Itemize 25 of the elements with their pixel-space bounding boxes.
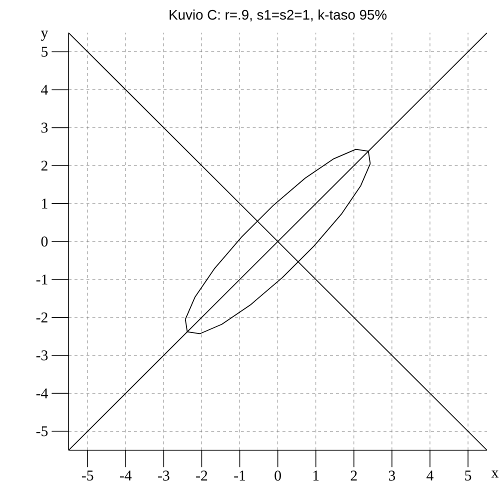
x-tick-label: 4 (426, 470, 434, 480)
y-tick-label: -2 (36, 312, 48, 322)
x-axis-title: x (491, 470, 499, 478)
y-tick-label: 4 (41, 84, 48, 95)
y-tick-label: 3 (41, 122, 48, 133)
y-tick-label: 2 (41, 160, 48, 171)
x-tick-label: -5 (82, 470, 94, 481)
x-tick-label: 3 (388, 470, 396, 481)
x-tick-label: 5 (465, 470, 472, 481)
x-tick-label: -1 (234, 470, 246, 480)
y-tick-label: -5 (36, 426, 48, 436)
x-tick-label: 0 (274, 470, 281, 481)
x-tick-label: -4 (120, 470, 132, 480)
x-tick-label: -3 (158, 470, 170, 481)
x-tick-label: -2 (196, 470, 208, 481)
y-tick-label: 1 (42, 198, 48, 208)
chart-title: Kuvio C: r=.9, s1=s2=1, k-taso 95% (170, 10, 387, 22)
y-tick-label: -4 (36, 388, 48, 398)
y-tick-label: -3 (36, 350, 48, 360)
y-tick-label: -1 (36, 274, 48, 284)
x-tick-label: 2 (350, 470, 357, 481)
x-tick-label: 1 (313, 470, 319, 480)
y-tick-label: 5 (42, 46, 48, 57)
y-tick-label: 0 (41, 236, 48, 247)
y-axis-title: y (40, 30, 48, 41)
